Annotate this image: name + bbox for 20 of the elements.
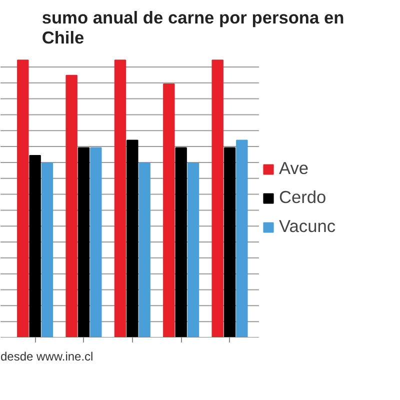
legend-label: Cerdo (279, 187, 326, 208)
bar (175, 147, 187, 338)
bar (29, 155, 41, 338)
chart-title: sumo anual de carne por persona en Chile (42, 8, 344, 48)
bar (236, 140, 248, 338)
bar (163, 83, 175, 338)
bar (90, 147, 102, 338)
bar (138, 162, 150, 338)
text: desde www.ine.cl (0, 350, 94, 364)
bar (224, 147, 236, 338)
bar (78, 147, 90, 338)
legend-label: Vacunc (279, 216, 336, 237)
bar (212, 60, 224, 338)
bar (187, 162, 200, 338)
bar (41, 162, 54, 338)
legend-label: Ave (279, 158, 309, 179)
bar (17, 60, 29, 338)
bar (126, 140, 138, 338)
bar (66, 74, 78, 338)
bar (114, 60, 126, 338)
